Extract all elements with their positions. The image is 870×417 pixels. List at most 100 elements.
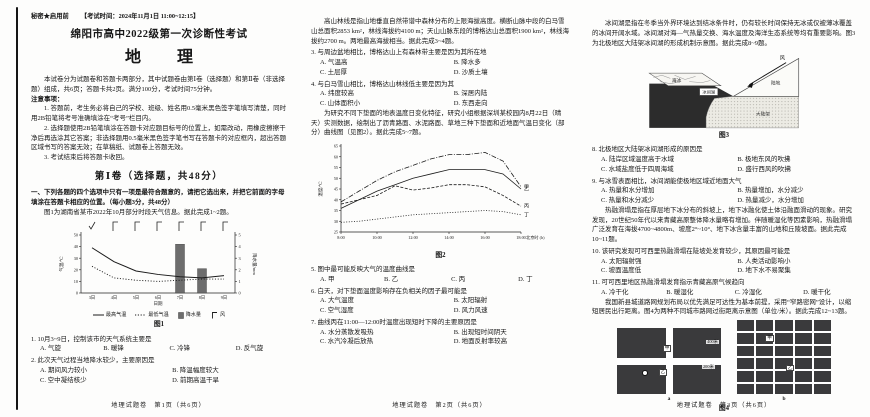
point-circle-marker — [641, 370, 648, 377]
option: A. 太阳辐射强 — [601, 257, 642, 265]
question-8-stem: 8. 北极地区大陆架冰间湖形成的原因是 — [592, 146, 703, 154]
question-9-options: A. 热量和水分增加 B. 热量增加，水分减少 C. 热量和水分减少 D. 热量… — [592, 186, 856, 206]
svg-text:50: 50 — [333, 176, 337, 181]
question-2-stem: 2. 此次天气过程当地降水较少，主要原因是 — [31, 357, 155, 365]
city-block — [794, 370, 812, 382]
option: C. 水域盐度低于四周海域 — [601, 165, 674, 173]
option: A. 甲 — [320, 275, 335, 283]
dotted-line-icon — [135, 314, 147, 316]
svg-text:乙: 乙 — [524, 186, 529, 193]
legend-min-temp: 最低气温 — [148, 311, 169, 318]
treeline-lead: 高山林线是指山地垂直自然带谱中森林分布的上限海拔高度。横断山脉中段的白马雪山总面… — [311, 18, 569, 45]
city-block — [756, 320, 774, 331]
diagram-a-label: a — [667, 396, 671, 403]
page1-footer: 地理试题卷 第1页（共6页） — [111, 401, 206, 409]
option: B. 热量增加，水分减少 — [737, 187, 804, 195]
option: C. 土层厚 — [320, 68, 348, 76]
fig1-legend: 最高气温 最低气温 降水量 风 — [92, 311, 226, 319]
exam-page-3: 冰间湖是指在冬季当外界环境达到结冰条件时，仍有较长时间保持无冰或仅被薄冰覆盖的冰… — [580, 0, 868, 417]
city-block — [813, 358, 831, 369]
dimension-label: 400米 — [706, 339, 719, 345]
option: A. 气温高 — [320, 59, 348, 66]
option: B. 乙 — [384, 275, 399, 283]
svg-text:20: 20 — [74, 268, 78, 273]
sea-ice-label: 海冰 — [672, 77, 682, 84]
exam-subject: 地 理 — [124, 49, 203, 67]
bar-swatch-icon — [177, 312, 184, 319]
question-3-options: A. 气温高 B. 降水多 C. 土层厚 D. 沙质土壤 — [311, 58, 570, 78]
option: C. 坡面温度低 — [601, 267, 642, 275]
fig2-temperature-curves-chart: 25 30 35 40 45 50 55 60 65 温度/℃ 8:00 10:00 12:00 14:0… — [317, 144, 545, 241]
city-block — [756, 383, 774, 395]
option: B. 太阳辐射 — [453, 297, 488, 305]
legend-precip: 降水量 — [185, 311, 201, 318]
city-block — [813, 370, 831, 382]
svg-text:50: 50 — [74, 233, 78, 238]
fig3-polynya-diagram: 风 海冰 冰间湖 陆地 大陆架 — [648, 55, 800, 129]
svg-text:4日: 4日 — [111, 295, 117, 301]
question-4-stem: 4. 与白马雪山相比，博格达山林线低主要是因为其 — [311, 80, 454, 88]
svg-text:5日: 5日 — [133, 295, 139, 301]
option: D. 反气旋 — [235, 345, 264, 353]
svg-text:40: 40 — [333, 197, 337, 202]
question-3-stem: 3. 与周边盆地相比，博格达山上有森林带主要是因为其所在地 — [311, 49, 487, 57]
city-block — [813, 345, 831, 357]
svg-text:2: 2 — [239, 268, 241, 273]
wind-barb-icon — [212, 312, 217, 319]
svg-text:25: 25 — [333, 230, 337, 235]
exam-page-1: 秘密★启用前 【考试时间：2024年11月1日 11:00~12:15】 绵阳市… — [18, 0, 299, 417]
option: D. 丁 — [518, 275, 533, 283]
question-10-options: A. 太阳辐射强 B. 人类活动影响小 C. 坡面温度低 D. 地下水不易聚集 — [592, 257, 856, 277]
option: D. 东西走向 — [453, 100, 488, 107]
option: A. 大气温度 — [320, 297, 354, 305]
option: C. 山体面积小 — [320, 100, 361, 107]
option: B. 降水多 — [453, 59, 481, 66]
city-block — [813, 383, 831, 395]
exam-page-2: 高山林线是指山地垂直自然带谱中森林分布的上限海拔高度。横断山脉中段的白马雪山总面… — [299, 0, 580, 417]
city-block — [775, 320, 793, 331]
question-7-options: A. 水分蒸散发吸热 B. 出现短时间阴天 C. 水汽冷凝后放热 D. 地面反射… — [311, 328, 570, 348]
city-block — [737, 370, 755, 382]
svg-text:丙: 丙 — [524, 204, 529, 210]
notice-item-1: 1. 答题前，考生务必将自己的学校、班级、姓名用0.5毫米黑色签字笔填写清楚，同… — [31, 105, 287, 123]
security-label: 秘密★启用前 — [31, 13, 69, 20]
svg-text:甲: 甲 — [524, 184, 529, 190]
legend-wind: 风 — [219, 311, 226, 318]
option: C. 空中凝结核少 — [40, 376, 87, 384]
fig1-lead: 图1为湖南省某市2022年10月部分时段天气信息。据此完成1~2题。 — [44, 208, 233, 216]
svg-text:1: 1 — [239, 279, 241, 284]
question-11-options: A. 冷干化 B. 暖湿化 C. 冷湿化 D. 暖干化 — [592, 288, 856, 298]
city-block — [813, 332, 831, 344]
svg-text:9日: 9日 — [221, 295, 227, 301]
option: C. 丙 — [451, 275, 466, 283]
question-4-options: A. 纬度较高 B. 深居内陆 C. 山体面积小 D. 东西走向 — [311, 89, 570, 109]
figure-3: 风 海冰 冰间湖 陆地 大陆架 图3 — [592, 50, 856, 143]
exam-title: 绵阳市高中2022级第一次诊断性考试 — [70, 29, 248, 41]
wind-label: 风 — [780, 55, 786, 62]
city-block — [794, 383, 812, 395]
svg-text:35: 35 — [333, 208, 337, 213]
figure-2: 25 30 35 40 45 50 55 60 65 温度/℃ 8:00 10:00 12:00 14:0… — [311, 140, 570, 263]
city-block — [775, 345, 793, 357]
question-11-stem: 11. 可可西里地区热融滑塌发育指示青藏高原气候趋向 — [592, 279, 745, 287]
exam-intro: 本试卷分为试题卷和答题卡两部分，其中试题卷由第Ⅰ卷（选择题）和第Ⅱ卷（非选择题）… — [31, 76, 285, 93]
city-block — [756, 370, 774, 382]
question-1-options: A. 气旋 B. 暖锋 C. 冷锋 D. 反气旋 — [31, 344, 287, 354]
option: D. 暖干化 — [803, 288, 831, 296]
city-block — [756, 332, 774, 344]
page1-header: 秘密★启用前 【考试时间：2024年11月1日 11:00~12:15】 — [31, 12, 287, 21]
city-block — [775, 383, 793, 395]
svg-text:65: 65 — [333, 144, 337, 149]
svg-text:0: 0 — [76, 291, 78, 296]
option: C. 热量和水分减少 — [601, 197, 655, 205]
question-7-stem: 7. 曲线丙在11:00—12:00时温度出现短时下降的主要原因是 — [311, 318, 477, 326]
city-block — [737, 332, 755, 344]
scan-spine-line — [16, 7, 18, 410]
point-marker: 甲 — [765, 334, 774, 342]
fig3-caption: 图3 — [718, 132, 730, 140]
road-network-diagram-a: 甲 400米 乙 200米 a — [617, 328, 721, 403]
svg-text:北京时 (h): 北京时 (h) — [526, 234, 545, 241]
svg-text:0: 0 — [239, 291, 241, 296]
option: A. 气旋 — [40, 345, 61, 353]
svg-text:温度/℃: 温度/℃ — [317, 181, 324, 196]
